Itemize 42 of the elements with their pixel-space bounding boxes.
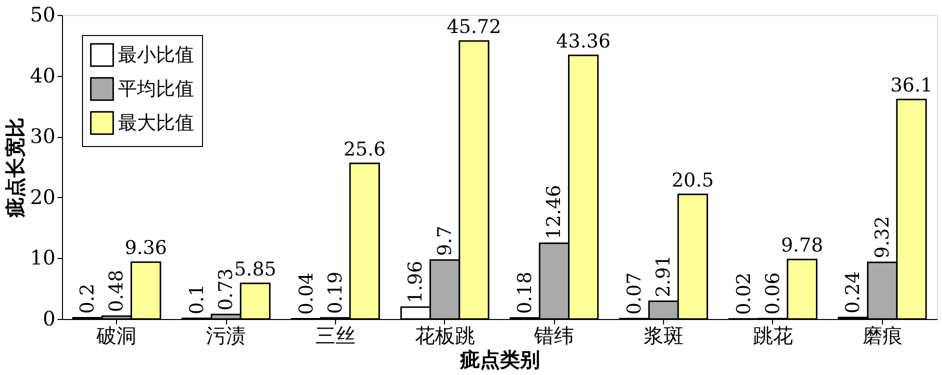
data-label: 9.32 [871, 216, 894, 258]
legend-label: 最小比值 [118, 44, 194, 66]
data-label: 25.6 [343, 138, 386, 160]
data-label: 43.36 [556, 30, 611, 52]
legend-label: 平均比值 [118, 78, 194, 100]
data-label: 0.48 [106, 270, 128, 312]
x-tick-label: 跳花 [752, 324, 793, 348]
data-label: 0.19 [324, 272, 346, 314]
x-tick-label: 花板跳 [414, 324, 475, 348]
y-tick-label: 0 [42, 306, 56, 330]
data-label: 0.02 [732, 272, 755, 315]
data-label: 0.06 [762, 272, 784, 315]
data-label: 36.1 [890, 74, 933, 97]
y-tick-label: 20 [30, 184, 56, 209]
y-tick-label: 30 [30, 124, 56, 148]
y-axis-title: 疵点长宽比 [3, 118, 28, 218]
x-tick-label: 污渍 [206, 324, 246, 348]
y-tick-label: 50 [30, 2, 56, 26]
data-label: 0.18 [514, 272, 536, 314]
legend-label: 最大比值 [118, 112, 194, 134]
data-label: 0.07 [623, 272, 646, 315]
data-label: 0.2 [76, 284, 99, 314]
data-label: 9.7 [434, 226, 456, 256]
data-label: 0.04 [295, 272, 318, 315]
data-label: 5.85 [234, 258, 276, 280]
data-label: 2.91 [652, 254, 675, 298]
x-axis-title: 疵点类别 [459, 348, 540, 372]
data-label: 9.36 [124, 237, 168, 260]
x-tick-label: 三丝 [315, 324, 356, 348]
x-tick-label: 磨痕 [862, 324, 902, 348]
data-label: 0.1 [186, 284, 208, 314]
data-label: 12.46 [543, 184, 566, 240]
x-tick-label: 错纬 [533, 324, 574, 348]
y-tick-label: 10 [30, 246, 56, 270]
data-label: 9.78 [780, 234, 824, 257]
data-label: 0.24 [842, 271, 864, 314]
data-label: 1.96 [404, 260, 427, 304]
x-tick-label: 破洞 [96, 324, 137, 348]
data-label: 20.5 [672, 169, 714, 192]
x-tick-label: 浆斑 [644, 324, 684, 348]
data-label: 45.72 [446, 16, 502, 38]
y-tick-label: 40 [30, 63, 56, 88]
